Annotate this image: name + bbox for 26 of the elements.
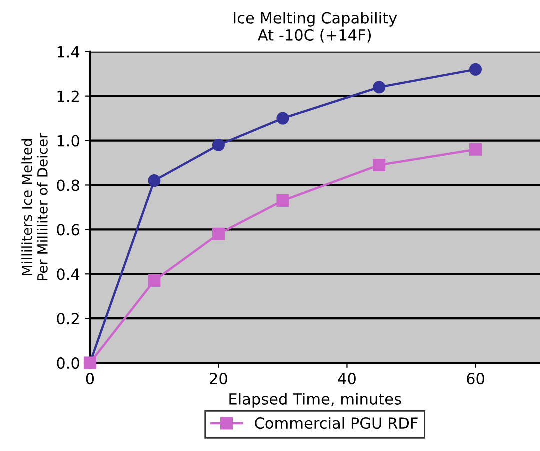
point [148, 174, 161, 188]
point [373, 81, 386, 94]
point [373, 158, 386, 172]
x-axis-title: Elapsed Time, minutes [230, 393, 402, 408]
y-tick-label: 1.4 [58, 46, 80, 58]
point [212, 138, 225, 152]
x-tick-label: 20 [210, 373, 228, 385]
point [212, 228, 225, 240]
y-tick-label: 0.8 [57, 180, 80, 192]
legend-label: Commercial PGU RDF [255, 417, 418, 430]
y-tick-label: 0.0 [57, 358, 80, 370]
y-tick-label: 1.2 [58, 90, 79, 102]
x-tick-label: 60 [467, 373, 484, 385]
point [276, 112, 290, 125]
y-tick-label: 1.0 [58, 135, 80, 147]
y-axis-title: Milliliters Ice Melted Per Milliliter of Deicer [22, 133, 48, 280]
y-tick-label: 0.2 [57, 313, 79, 325]
y-tick-label: 0.6 [57, 224, 80, 236]
point [469, 143, 482, 156]
chart-title: Ice Melting Capability At -10C (+14F) [234, 12, 398, 43]
y-tick-label: 0.4 [57, 268, 80, 280]
x-tick-label: 0 [86, 373, 94, 385]
point [276, 194, 290, 208]
point [148, 274, 161, 288]
x-tick-label: 40 [338, 373, 356, 385]
point [469, 63, 482, 76]
